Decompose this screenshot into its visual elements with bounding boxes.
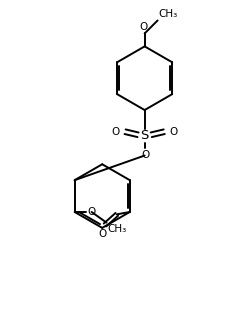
Text: O: O (87, 207, 95, 217)
Text: O: O (98, 229, 106, 239)
Text: O: O (141, 150, 149, 160)
Text: CH₃: CH₃ (158, 9, 177, 19)
Text: O: O (169, 127, 177, 137)
Text: O: O (139, 22, 147, 32)
Text: S: S (140, 129, 148, 143)
Text: CH₃: CH₃ (107, 224, 126, 234)
Text: O: O (111, 127, 119, 137)
